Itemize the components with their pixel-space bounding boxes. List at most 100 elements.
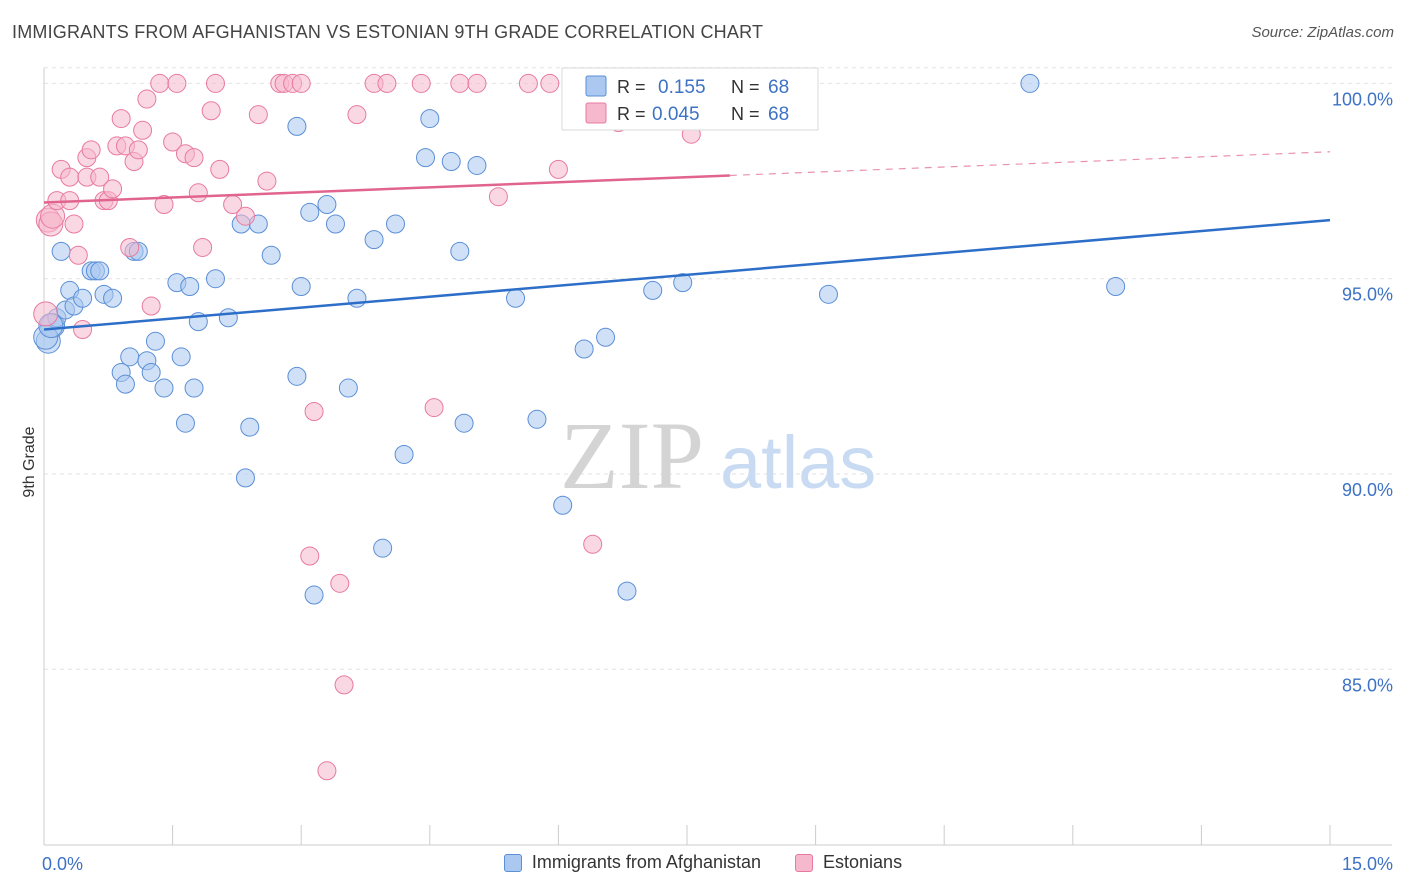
- estonians-point-13: [81, 140, 101, 160]
- estonians-point-61: [548, 159, 568, 179]
- afghanistan-point-59: [643, 280, 663, 300]
- afghanistan-point-27: [205, 269, 225, 289]
- legend-label-estonians: Estonians: [823, 852, 903, 872]
- y-tick-label-0: 100.0%: [1332, 89, 1393, 109]
- estonians-point-10: [73, 319, 93, 339]
- legend-swatch-afghanistan: [503, 853, 522, 872]
- estonians-point-36: [205, 73, 225, 93]
- y-tick-label-3: 85.0%: [1342, 675, 1393, 695]
- afghanistan-point-48: [420, 109, 440, 129]
- afghanistan-point-62: [818, 284, 838, 304]
- afghanistan-point-51: [454, 413, 474, 433]
- estonians-point-40: [248, 105, 268, 125]
- series-legend: Immigrants from Afghanistan Estonians: [0, 852, 1406, 873]
- estonians-point-39: [235, 206, 255, 226]
- estonians-point-32: [184, 148, 204, 168]
- afghanistan-point-67: [180, 277, 200, 297]
- estonians-point-51: [347, 105, 367, 125]
- afghanistan-point-50: [450, 241, 470, 261]
- estonians-point-47: [304, 401, 324, 421]
- afghanistan-point-43: [364, 230, 384, 250]
- estonians-point-45: [291, 73, 311, 93]
- legend-swatch-blue: [585, 75, 607, 97]
- legend-n-label-2: N =: [731, 104, 760, 124]
- afghanistan-point-56: [574, 339, 594, 359]
- estonians-point-6: [60, 167, 80, 187]
- watermark-zip: ZIP: [560, 402, 704, 509]
- estonians-point-26: [141, 296, 161, 316]
- estonians-point-23: [128, 140, 148, 160]
- estonians-point-0: [33, 301, 59, 327]
- afghanistan-point-64: [1106, 277, 1126, 297]
- trend-line-estonians: [43, 174, 730, 204]
- series-estonians-points: [33, 73, 748, 781]
- y-axis-label: 9th Grade: [21, 426, 38, 497]
- afghanistan-point-16: [115, 374, 135, 394]
- afghanistan-point-38: [304, 585, 324, 605]
- afghanistan-point-28: [218, 308, 238, 328]
- afghanistan-point-37: [300, 202, 320, 222]
- afghanistan-point-17: [120, 347, 140, 367]
- afghanistan-point-23: [171, 347, 191, 367]
- afghanistan-point-34: [287, 116, 307, 136]
- correlation-legend: R = 0.155 N = 68 R = 0.045 N = 68: [561, 67, 819, 131]
- estonians-point-59: [518, 73, 538, 93]
- legend-n-label-1: N =: [731, 77, 760, 97]
- afghanistan-point-57: [596, 327, 616, 347]
- estonians-point-54: [411, 73, 431, 93]
- afghanistan-point-52: [467, 155, 487, 175]
- estonians-point-35: [201, 101, 221, 121]
- tick-labels: 100.0% 95.0% 90.0% 85.0% 0.0% 15.0%: [42, 89, 1393, 874]
- legend-r-value-1: 0.155: [658, 77, 706, 98]
- legend-n-value-2: 68: [768, 104, 789, 125]
- legend-r-label-2: R =: [617, 104, 646, 124]
- estonians-point-57: [467, 73, 487, 93]
- afghanistan-point-21: [154, 378, 174, 398]
- estonians-point-50: [334, 675, 354, 695]
- afghanistan-point-36: [291, 277, 311, 297]
- legend-swatch-estonians: [795, 853, 814, 872]
- legend-label-afghanistan: Immigrants from Afghanistan: [531, 852, 762, 872]
- estonians-point-48: [317, 761, 337, 781]
- estonians-point-27: [150, 73, 170, 93]
- estonians-point-24: [133, 120, 153, 140]
- x-tick-label-0: 0.0%: [42, 854, 83, 874]
- estonians-point-8: [64, 214, 84, 234]
- afghanistan-point-30: [235, 468, 255, 488]
- chart-title: IMMIGRANTS FROM AFGHANISTAN VS ESTONIAN …: [12, 22, 764, 42]
- afghanistan-point-49: [441, 152, 461, 172]
- estonians-point-55: [424, 398, 444, 418]
- afghanistan-point-33: [261, 245, 281, 265]
- legend-item-estonians: Estonians: [795, 852, 902, 873]
- y-tick-label-1: 95.0%: [1342, 285, 1393, 305]
- watermark: ZIP atlas: [560, 402, 876, 509]
- afghanistan-point-40: [325, 214, 345, 234]
- afghanistan-point-35: [287, 366, 307, 386]
- afghanistan-point-44: [373, 538, 393, 558]
- afghanistan-point-24: [175, 413, 195, 433]
- afghanistan-point-58: [617, 581, 637, 601]
- estonians-point-14: [90, 167, 110, 187]
- estonians-point-53: [377, 73, 397, 93]
- estonians-point-30: [167, 73, 187, 93]
- estonians-point-34: [193, 237, 213, 257]
- estonians-point-58: [488, 187, 508, 207]
- x-tick-label-1: 15.0%: [1342, 854, 1393, 874]
- watermark-atlas: atlas: [720, 421, 876, 504]
- afghanistan-point-45: [386, 214, 406, 234]
- afghanistan-point-25: [184, 378, 204, 398]
- trend-lines: [43, 151, 1331, 331]
- legend-r-value-2: 0.045: [652, 104, 700, 125]
- estonians-point-21: [120, 237, 140, 257]
- estonians-point-37: [210, 159, 230, 179]
- afghanistan-point-54: [527, 409, 547, 429]
- estonians-point-33: [188, 183, 208, 203]
- afghanistan-point-9: [90, 261, 110, 281]
- afghanistan-point-60: [673, 273, 693, 293]
- afghanistan-point-46: [394, 444, 414, 464]
- afghanistan-point-31: [240, 417, 260, 437]
- afghanistan-point-19: [141, 362, 161, 382]
- legend-item-afghanistan: Immigrants from Afghanistan: [503, 852, 762, 873]
- estonians-point-41: [257, 171, 277, 191]
- trend-line-afghanistan: [43, 218, 1331, 331]
